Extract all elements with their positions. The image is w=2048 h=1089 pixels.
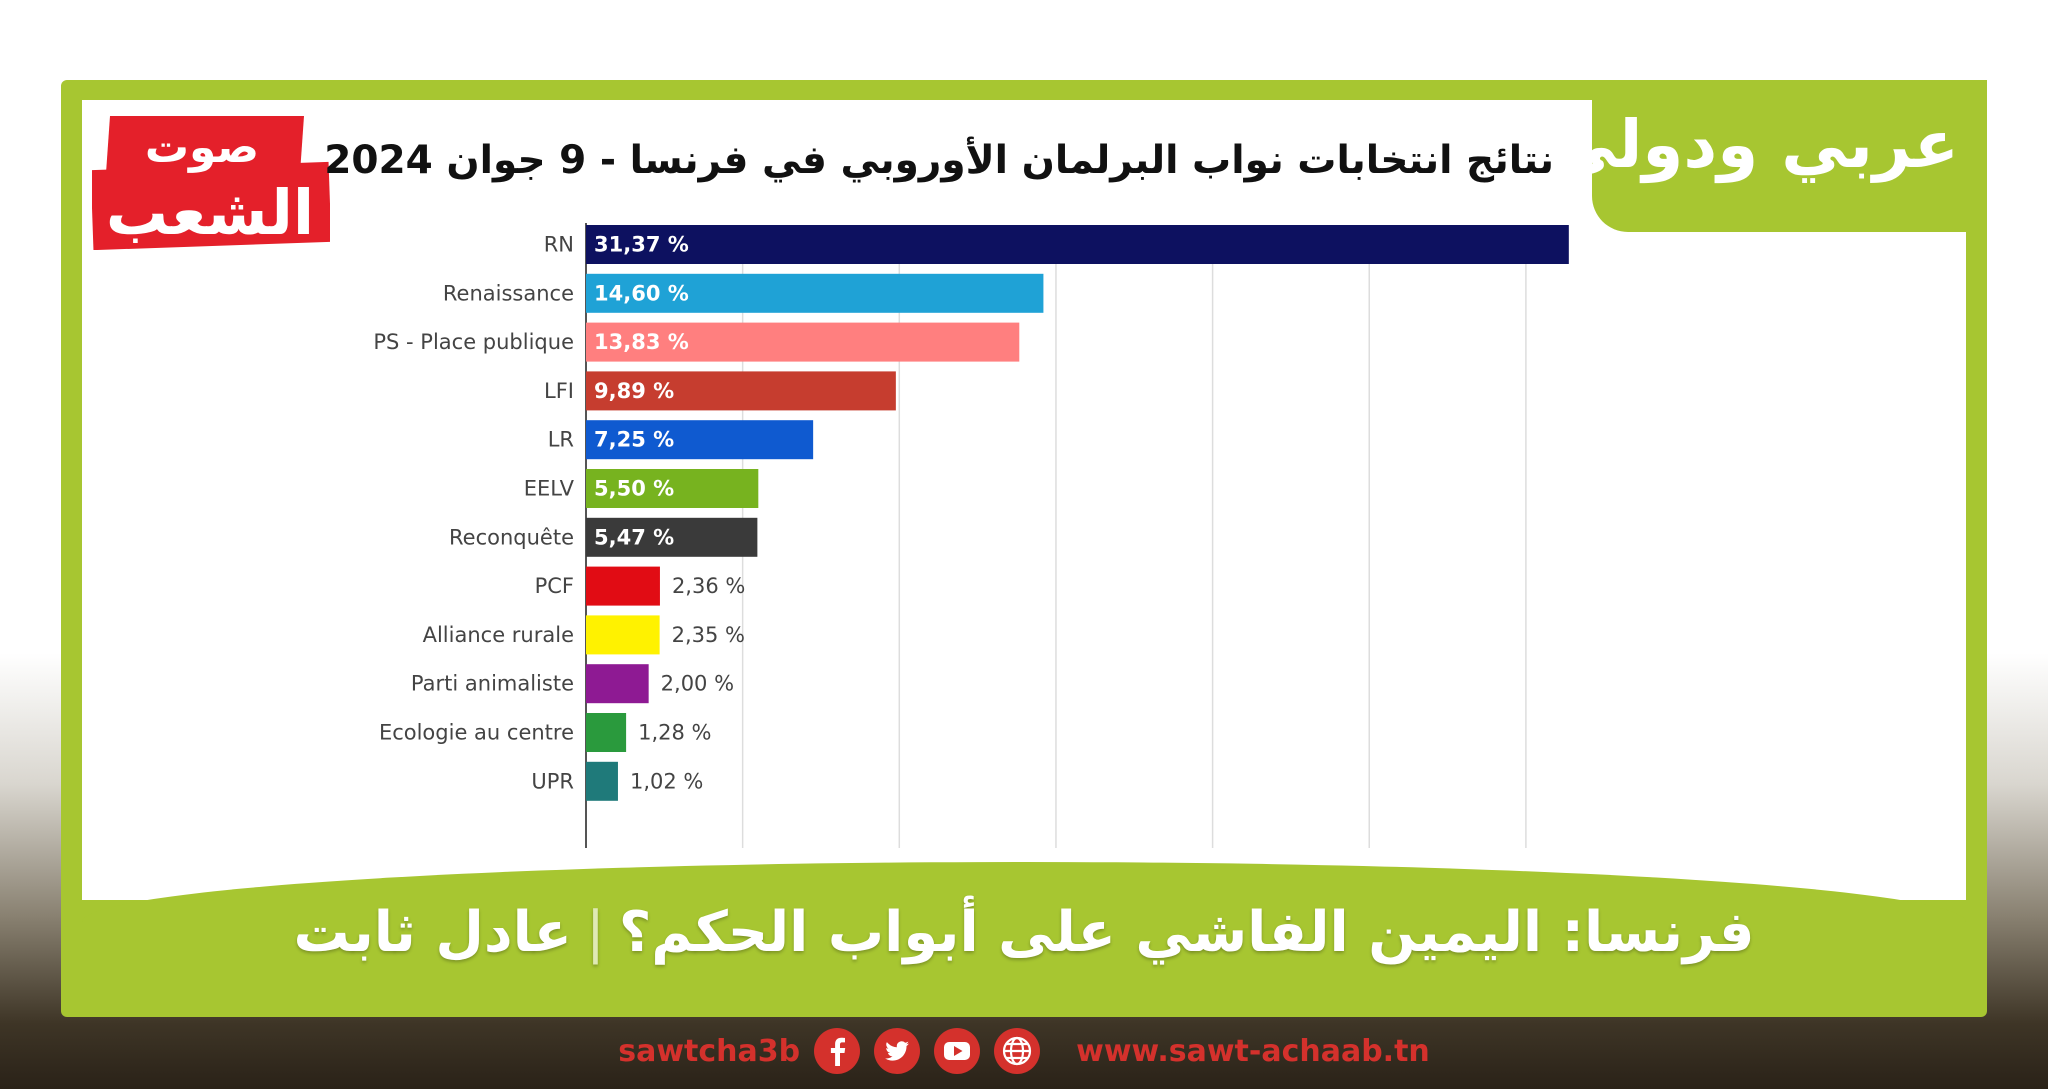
- section-label: عربي ودولي: [1550, 106, 1959, 183]
- bar: [586, 615, 660, 655]
- social-handle[interactable]: sawtcha3b: [618, 1033, 801, 1069]
- bar: [586, 469, 759, 508]
- value-label: 5,50 %: [594, 477, 674, 501]
- category-label: PS - Place publique: [373, 330, 574, 354]
- website-link[interactable]: www.sawt-achaab.tn: [1076, 1033, 1430, 1069]
- category-label: PCF: [535, 574, 574, 598]
- value-label: 13,83 %: [594, 330, 689, 354]
- category-label: RN: [544, 233, 574, 257]
- bar: [586, 322, 1020, 362]
- logo-line2: الشعب: [106, 176, 314, 249]
- value-label: 2,35 %: [672, 623, 745, 647]
- category-label: EELV: [524, 477, 575, 501]
- logo-line1: صوت: [145, 122, 259, 173]
- value-label: 31,37 %: [594, 233, 689, 257]
- twitter-icon[interactable]: [874, 1028, 921, 1074]
- value-label: 2,36 %: [672, 574, 745, 598]
- facebook-icon[interactable]: [814, 1028, 861, 1074]
- youtube-icon[interactable]: [934, 1028, 981, 1074]
- bar: [586, 225, 1569, 264]
- footer: sawtcha3b www.sawt-achaab.tn: [0, 1026, 2048, 1076]
- bar: [586, 371, 896, 411]
- chart-title: نتائج انتخابات نواب البرلمان الأوروبي في…: [324, 138, 1554, 183]
- bar: [586, 420, 814, 460]
- category-label: Parti animaliste: [411, 672, 574, 696]
- category-label: Reconquête: [449, 525, 574, 549]
- value-label: 9,89 %: [594, 379, 674, 403]
- bar: [586, 273, 1044, 313]
- logo: صوت الشعب: [92, 116, 330, 250]
- bar: [586, 713, 627, 752]
- category-label: Ecologie au centre: [379, 721, 574, 745]
- category-label: LFI: [544, 379, 574, 403]
- headline-author: عادل ثابت: [293, 900, 572, 965]
- category-label: Renaissance: [443, 281, 574, 305]
- category-label: UPR: [531, 769, 574, 793]
- value-label: 2,00 %: [661, 672, 734, 696]
- bar: [586, 761, 618, 801]
- value-label: 7,25 %: [594, 428, 674, 452]
- section-tab[interactable]: عربي ودولي: [1551, 80, 1987, 232]
- globe-icon[interactable]: [994, 1028, 1041, 1074]
- value-label: 14,60 %: [594, 281, 689, 305]
- category-label: Alliance rurale: [423, 623, 574, 647]
- headline-separator: |: [585, 900, 605, 965]
- value-label: 1,28 %: [638, 721, 711, 745]
- bar: [586, 517, 758, 557]
- headline-title: فرنسا: اليمين الفاشي على أبواب الحكم؟: [618, 900, 1755, 965]
- bar: [586, 664, 649, 704]
- value-label: 5,47 %: [594, 525, 674, 549]
- value-label: 1,02 %: [630, 769, 703, 793]
- category-label: LR: [548, 428, 574, 452]
- bar: [586, 566, 660, 606]
- headline: فرنسا: اليمين الفاشي على أبواب الحكم؟|عا…: [61, 900, 1987, 965]
